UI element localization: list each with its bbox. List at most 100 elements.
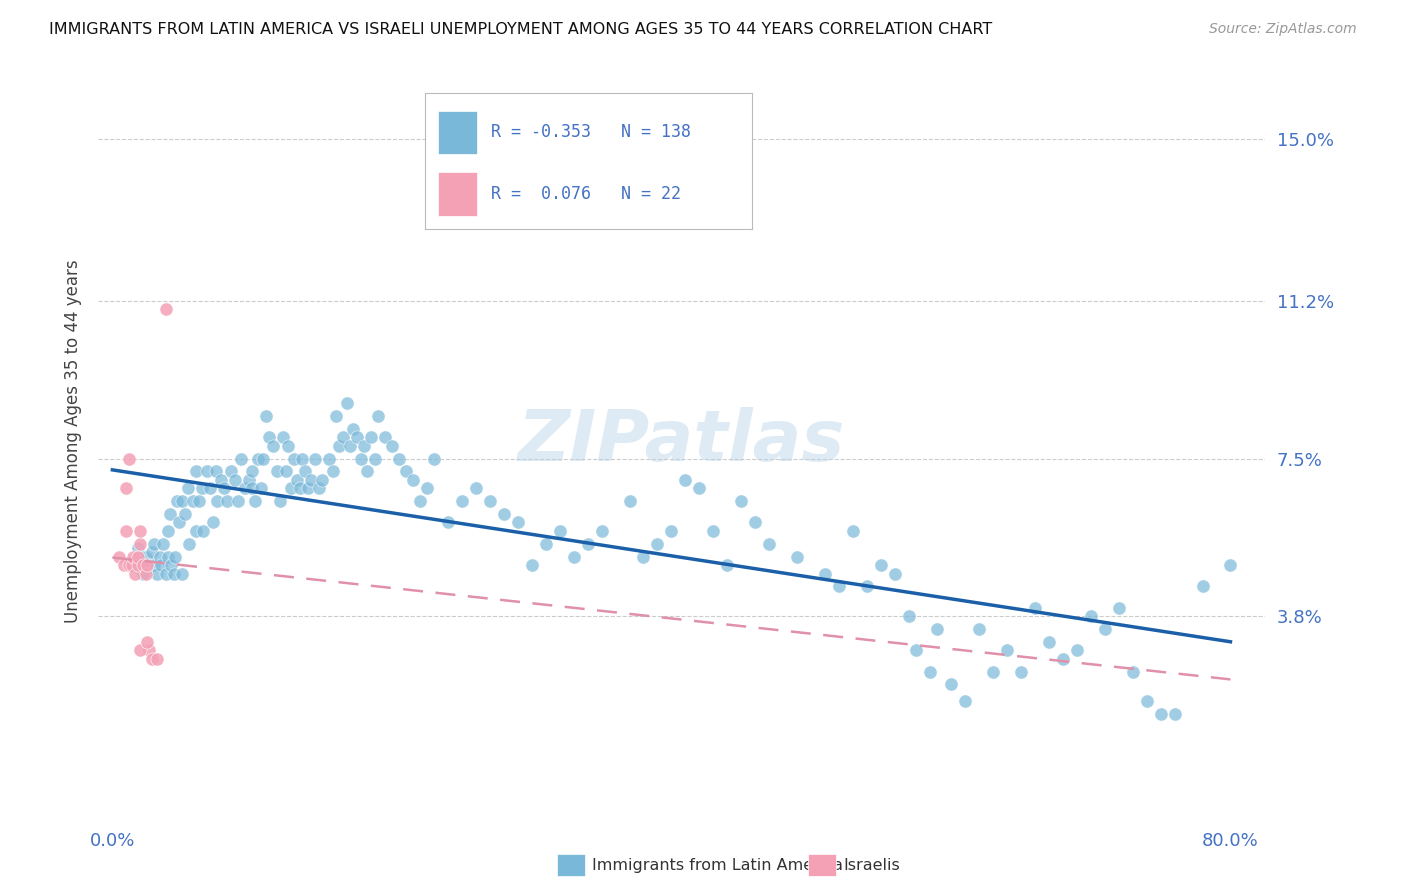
Point (918, 665, 941, 679)
Point (842, 524, 865, 538)
Point (283, 451, 305, 466)
Point (336, 396, 359, 410)
Point (129, 524, 152, 538)
Point (661, 524, 683, 538)
Point (416, 482, 439, 496)
Point (562, 549, 585, 564)
Point (124, 566, 146, 581)
Point (135, 549, 157, 564)
Point (716, 558, 738, 572)
Point (814, 566, 837, 581)
Point (186, 464, 208, 478)
Point (1052, 652, 1074, 666)
Point (520, 558, 543, 572)
Point (127, 541, 149, 555)
Point (870, 558, 893, 572)
Point (166, 494, 188, 508)
Text: IMMIGRANTS FROM LATIN AMERICA VS ISRAELI UNEMPLOYMENT AMONG AGES 35 TO 44 YEARS : IMMIGRANTS FROM LATIN AMERICA VS ISRAELI… (49, 22, 993, 37)
Point (127, 558, 149, 572)
Point (212, 482, 235, 496)
Point (204, 464, 226, 478)
Point (346, 430, 368, 444)
Point (884, 566, 907, 581)
Point (257, 430, 280, 444)
Point (174, 507, 197, 521)
Point (828, 579, 851, 593)
Point (318, 451, 340, 466)
Point (332, 430, 354, 444)
Point (360, 430, 382, 444)
Point (534, 537, 557, 551)
Point (108, 549, 131, 564)
Point (786, 549, 808, 564)
Point (1038, 634, 1060, 648)
Point (925, 622, 948, 636)
Text: Immigrants from Latin America: Immigrants from Latin America (592, 858, 844, 872)
Point (191, 482, 214, 496)
Point (252, 451, 274, 466)
Point (548, 524, 571, 538)
Point (395, 464, 418, 478)
Point (744, 516, 766, 530)
Point (205, 494, 228, 508)
Point (939, 677, 962, 691)
Point (160, 558, 183, 572)
Point (193, 524, 215, 538)
Point (409, 494, 432, 508)
Point (285, 473, 308, 487)
Point (291, 451, 314, 466)
Point (165, 549, 187, 564)
Point (146, 566, 169, 581)
Text: Israelis: Israelis (844, 858, 900, 872)
Point (576, 537, 599, 551)
Point (758, 537, 780, 551)
Point (209, 473, 232, 487)
Point (304, 451, 326, 466)
Point (423, 451, 446, 466)
Point (115, 482, 138, 496)
Point (356, 464, 378, 478)
Point (1010, 665, 1032, 679)
Point (619, 494, 641, 508)
Point (450, 494, 472, 508)
Point (299, 473, 322, 487)
Point (702, 524, 724, 538)
Point (150, 558, 173, 572)
Point (219, 464, 242, 478)
Point (138, 643, 160, 657)
Point (136, 558, 159, 572)
Point (197, 464, 219, 478)
Point (350, 451, 373, 466)
Point (1219, 558, 1241, 572)
Point (274, 464, 297, 478)
Point (730, 494, 752, 508)
Point (464, 482, 486, 496)
Point (353, 439, 375, 453)
Point (262, 439, 284, 453)
Point (506, 516, 529, 530)
Point (1066, 643, 1088, 657)
Point (155, 302, 177, 317)
Point (122, 549, 145, 564)
Point (129, 537, 152, 551)
Point (141, 652, 163, 666)
Point (200, 482, 222, 496)
Point (297, 482, 319, 496)
Point (132, 558, 155, 572)
Point (591, 524, 613, 538)
Point (188, 494, 211, 508)
Point (1108, 600, 1130, 615)
Point (246, 451, 269, 466)
Point (308, 482, 330, 496)
Point (155, 566, 177, 581)
Point (121, 558, 143, 572)
Point (1094, 622, 1116, 636)
Point (240, 464, 263, 478)
Point (1024, 600, 1046, 615)
Point (163, 566, 186, 581)
Text: Source: ZipAtlas.com: Source: ZipAtlas.com (1209, 22, 1357, 37)
Point (202, 516, 225, 530)
Point (152, 537, 174, 551)
Point (325, 409, 347, 423)
Point (224, 473, 246, 487)
